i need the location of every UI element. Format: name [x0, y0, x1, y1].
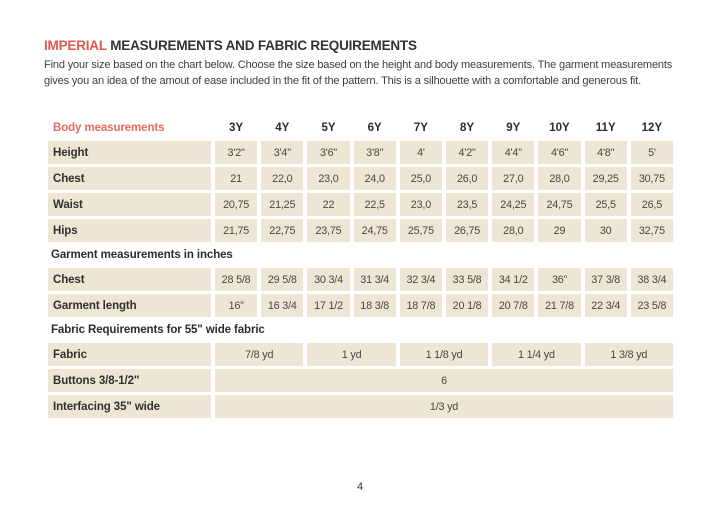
- size-column-header: 3Y: [229, 122, 244, 134]
- page-title: IMPERIAL MEASUREMENTS AND FABRIC REQUIRE…: [44, 38, 417, 53]
- table-cell: 23,0: [399, 193, 442, 216]
- section-header-garment-measurements: Garment measurements in inches: [48, 245, 673, 265]
- table-cell: 20 1/8: [446, 294, 489, 317]
- table-cell: 4'6": [538, 141, 581, 164]
- table-cell: 22,5: [353, 193, 396, 216]
- size-column-header: 6Y: [367, 122, 382, 134]
- table-cell: 30 3/4: [307, 268, 350, 291]
- table-cell: 1 1/4 yd: [492, 343, 581, 366]
- page-number: 4: [356, 481, 364, 493]
- size-chart-table: Body measurements 3Y 4Y 5Y 6Y 7Y 8Y 9Y 10Y 11Y 12Y…: [48, 118, 673, 418]
- table-cell: 23,0: [307, 167, 350, 190]
- table-cell: 18 7/8: [399, 294, 442, 317]
- table-cell: 16 3/4: [261, 294, 304, 317]
- table-cell: 32,75: [630, 219, 673, 242]
- table-cell: 3'6": [307, 141, 350, 164]
- table-cell: 3'2": [215, 141, 258, 164]
- row-label: Hips: [48, 219, 211, 242]
- table-cell: 28,0: [538, 167, 581, 190]
- table-cell: 24,25: [492, 193, 535, 216]
- table-cell: 25,5: [584, 193, 627, 216]
- size-column-header: 5Y: [321, 122, 336, 134]
- table-cell: 22,75: [261, 219, 304, 242]
- title-highlight: IMPERIAL: [44, 38, 107, 53]
- table-cell: 25,75: [399, 219, 442, 242]
- table-cell: 21 7/8: [538, 294, 581, 317]
- table-cell: 33 5/8: [446, 268, 489, 291]
- table-cell: 7/8 yd: [215, 343, 304, 366]
- table-cell: 4'8": [584, 141, 627, 164]
- table-cell: 1 yd: [307, 343, 396, 366]
- table-cell: 31 3/4: [353, 268, 396, 291]
- size-column-header: 10Y: [549, 122, 570, 134]
- intro-text: Find your size based on the chart below.…: [44, 58, 704, 89]
- row-label: Waist: [48, 193, 211, 216]
- title-rest: MEASUREMENTS AND FABRIC REQUIREMENTS: [106, 38, 417, 53]
- table-cell: 18 3/8: [353, 294, 396, 317]
- table-cell: 29: [538, 219, 581, 242]
- size-column-header: 11Y: [595, 122, 616, 134]
- table-cell: 29,25: [584, 167, 627, 190]
- table-cell: 1 1/8 yd: [399, 343, 489, 366]
- table-cell: 22: [307, 193, 350, 216]
- size-column-header: 7Y: [413, 122, 428, 134]
- table-cell: 5': [630, 141, 673, 164]
- table-cell: 23,75: [307, 219, 350, 242]
- intro-line-1: Find your size based on the chart below.…: [44, 59, 673, 71]
- table-cell: 32 3/4: [399, 268, 442, 291]
- size-column-header: 4Y: [275, 122, 290, 134]
- intro-line-2: gives you an idea of the amout of ease i…: [44, 74, 641, 87]
- table-cell: 28 5/8: [215, 268, 258, 291]
- row-label: Chest: [48, 167, 211, 190]
- table-cell: 17 1/2: [307, 294, 350, 317]
- table-cell: 24,0: [353, 167, 396, 190]
- table-cell: 3'4": [261, 141, 304, 164]
- table-cell: 23 5/8: [630, 294, 673, 317]
- table-cell: 22,0: [261, 167, 304, 190]
- row-label: Interfacing 35" wide: [48, 395, 211, 418]
- table-cell: 6: [215, 369, 673, 392]
- row-label: Fabric: [48, 343, 211, 366]
- table-cell: 24,75: [353, 219, 396, 242]
- table-cell: 26,75: [446, 219, 489, 242]
- table-cell: 4'4": [492, 141, 535, 164]
- row-label: Buttons 3/8-1/2": [48, 369, 211, 392]
- table-cell: 26,5: [630, 193, 673, 216]
- size-column-header: 9Y: [506, 122, 521, 134]
- size-column-header: 8Y: [460, 122, 475, 134]
- table-cell: 1 3/8 yd: [584, 343, 673, 366]
- table-cell: 34 1/2: [492, 268, 535, 291]
- table-cell: 1/3 yd: [215, 395, 673, 418]
- table-cell: 37 3/8: [584, 268, 627, 291]
- table-cell: 3'8": [353, 141, 396, 164]
- table-cell: 24,75: [538, 193, 581, 216]
- table-cell: 28,0: [492, 219, 535, 242]
- column-header-body-measurements: Body measurements: [53, 122, 165, 134]
- table-cell: 21: [215, 167, 258, 190]
- table-cell: 38 3/4: [630, 268, 673, 291]
- table-cell: 22 3/4: [584, 294, 627, 317]
- table-cell: 20 7/8: [492, 294, 535, 317]
- table-cell: 21,75: [215, 219, 258, 242]
- table-cell: 26,0: [446, 167, 489, 190]
- table-cell: 30,75: [630, 167, 673, 190]
- table-cell: 20,75: [215, 193, 258, 216]
- row-label: Height: [48, 141, 211, 164]
- section-header-fabric-requirements: Fabric Requirements for 55" wide fabric: [48, 320, 673, 340]
- table-cell: 36”: [538, 268, 581, 291]
- table-cell: 27,0: [492, 167, 535, 190]
- table-cell: 21,25: [261, 193, 304, 216]
- table-cell: 23,5: [446, 193, 489, 216]
- table-cell: 25,0: [399, 167, 442, 190]
- table-cell: 4': [399, 141, 442, 164]
- row-label: Garment length: [48, 294, 211, 317]
- table-cell: 4'2": [446, 141, 489, 164]
- row-label: Chest: [48, 268, 211, 291]
- table-cell: 30: [584, 219, 627, 242]
- table-cell: 29 5/8: [261, 268, 304, 291]
- table-cell: 16”: [215, 294, 258, 317]
- size-column-header: 12Y: [641, 122, 663, 134]
